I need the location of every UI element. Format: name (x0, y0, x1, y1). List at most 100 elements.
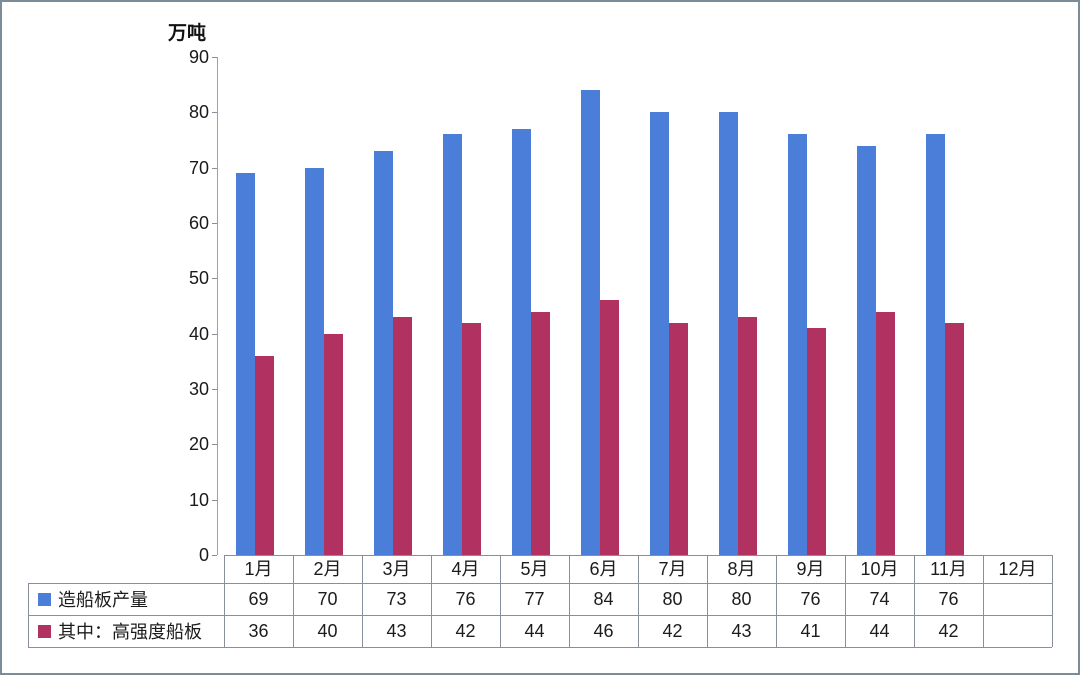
bar-series2 (531, 311, 550, 555)
value-cell: 76 (938, 589, 959, 609)
bar-series1 (719, 112, 738, 555)
y-tick-mark (212, 167, 217, 169)
value-cell: 80 (731, 589, 752, 609)
month-header-cell: 9月 (796, 559, 825, 579)
bar-series1 (857, 145, 876, 555)
y-tick-label: 60 (188, 213, 209, 233)
y-tick-label: 90 (188, 47, 209, 67)
y-tick-label: 70 (188, 157, 209, 178)
bar-series1 (374, 151, 393, 555)
value-cell: 44 (524, 621, 545, 641)
bar-series1 (443, 134, 462, 555)
y-tick-label: 20 (188, 434, 209, 455)
legend-swatch-icon (38, 592, 51, 606)
value-cell: 43 (386, 621, 407, 641)
bar-series2 (393, 317, 412, 555)
y-tick-mark (212, 499, 217, 501)
table-line (293, 555, 294, 647)
y-tick-label: 40 (188, 323, 209, 344)
value-cell: 36 (248, 621, 269, 641)
y-tick-mark (212, 389, 217, 390)
month-header-cell: 5月 (520, 559, 549, 579)
value-cell: 73 (386, 589, 407, 609)
bar-series1 (236, 173, 255, 555)
bar-series2 (876, 311, 895, 555)
y-tick-label: 80 (188, 102, 209, 123)
month-header-cell: 6月 (589, 559, 618, 579)
month-header-cell: 11月 (930, 559, 967, 579)
legend-cell: 造船板产量 (28, 583, 224, 615)
value-cell: 43 (731, 621, 752, 641)
month-header-cell: 3月 (382, 559, 411, 579)
value-cell (983, 615, 1052, 647)
value-cell: 42 (662, 621, 683, 641)
bar-series2 (462, 322, 481, 555)
bar-series2 (945, 322, 964, 555)
month-header-cell: 1月 (244, 559, 273, 579)
y-tick-mark (212, 278, 217, 280)
legend-cell: 其中：高强度船板 (28, 615, 224, 647)
table-line (914, 555, 915, 647)
value-cell: 76 (455, 589, 476, 609)
value-cell: 44 (869, 621, 890, 641)
bar-series2 (255, 355, 274, 555)
month-header-cell: 8月 (727, 559, 756, 579)
table-line (224, 555, 225, 647)
value-cell: 74 (869, 589, 890, 609)
table-line (983, 555, 984, 647)
bar-series1 (305, 167, 324, 555)
bar-series1 (650, 112, 669, 555)
y-tick-mark (212, 555, 217, 556)
value-cell: 40 (317, 621, 338, 641)
table-line (707, 555, 708, 647)
y-tick-mark (212, 112, 217, 114)
table-line (28, 647, 1052, 648)
bar-series1 (512, 128, 531, 555)
value-cell (983, 583, 1052, 615)
value-cell: 69 (248, 589, 269, 609)
month-header-cell: 7月 (658, 559, 687, 579)
table-line (500, 555, 501, 647)
value-cell: 84 (593, 589, 614, 609)
table-line (845, 555, 846, 647)
y-tick-mark (212, 444, 217, 446)
y-tick-mark (212, 57, 217, 58)
table-line (569, 555, 570, 647)
table-line (28, 583, 1052, 584)
y-tick-mark (212, 333, 217, 335)
y-tick-label: 50 (188, 268, 209, 289)
bar-series2 (324, 333, 343, 555)
value-cell: 77 (524, 589, 545, 609)
value-cell: 76 (800, 589, 821, 609)
value-cell: 80 (662, 589, 683, 609)
value-cell: 42 (938, 621, 959, 641)
table-line (638, 555, 639, 647)
value-cell: 41 (800, 621, 821, 641)
month-header-cell: 4月 (451, 559, 480, 579)
table-line (431, 555, 432, 647)
value-cell: 42 (455, 621, 476, 641)
legend-label: 造船板产量 (58, 590, 148, 610)
bar-series2 (738, 317, 757, 555)
month-header-cell: 12月 (998, 559, 1037, 579)
month-header-cell: 2月 (313, 559, 342, 579)
month-header-cell: 10月 (860, 559, 899, 579)
legend-label: 其中：高强度船板 (58, 622, 202, 642)
bar-series1 (788, 134, 807, 555)
bar-series1 (926, 134, 945, 555)
y-tick-label: 30 (188, 379, 209, 399)
table-line (28, 615, 1052, 616)
bar-series2 (600, 300, 619, 555)
y-tick-label: 10 (188, 489, 209, 510)
value-cell: 46 (593, 621, 614, 641)
legend-swatch-icon (38, 624, 51, 638)
bar-series2 (669, 322, 688, 555)
bar-series2 (807, 328, 826, 555)
y-tick-label: 0 (198, 545, 209, 565)
table-line (1052, 555, 1053, 647)
bar-series1 (581, 90, 600, 555)
y-tick-mark (212, 223, 217, 224)
table-line (776, 555, 777, 647)
y-axis-unit-label: 万吨 (168, 23, 207, 44)
